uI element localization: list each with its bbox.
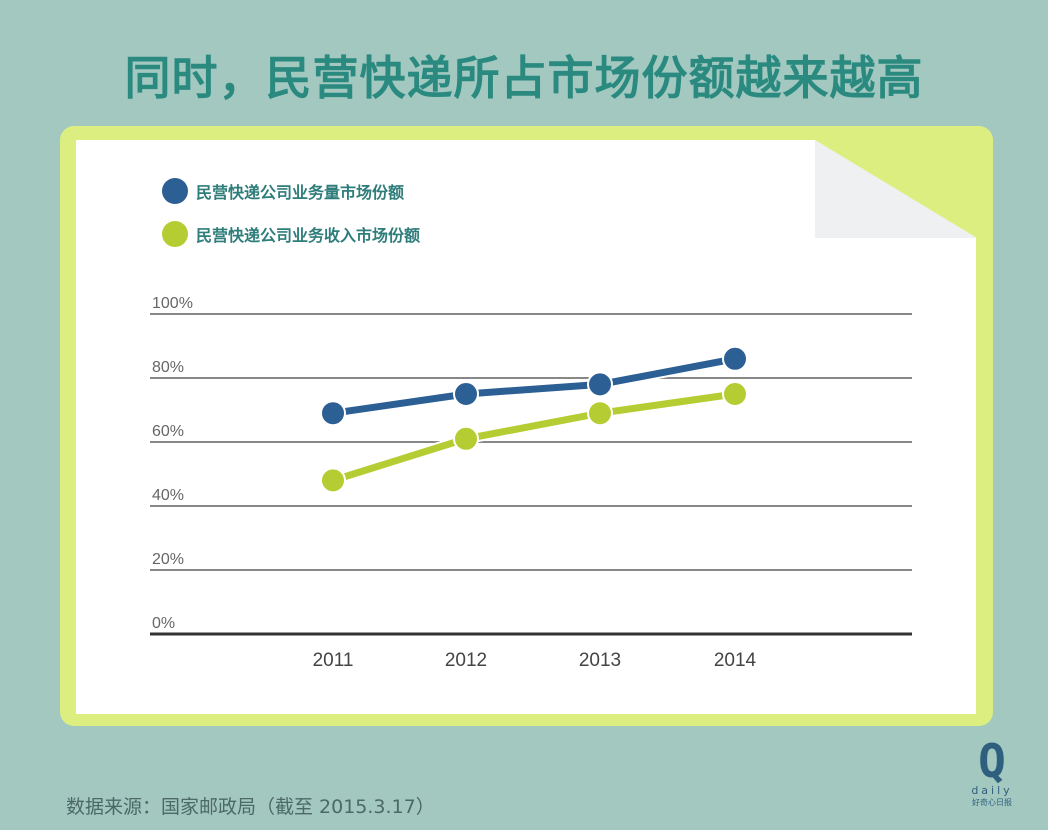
x-tick-label: 2014	[714, 650, 757, 671]
logo: Q daily 好奇心日报	[954, 738, 1030, 808]
y-tick-label: 0%	[152, 615, 175, 632]
series-line-2	[331, 390, 736, 484]
page-title: 同时，民营快递所占市场份额越来越高	[124, 51, 924, 105]
data-point	[587, 400, 613, 427]
logo-sub: 好奇心日报	[972, 798, 1012, 807]
y-tick-label: 80%	[152, 359, 184, 376]
legend-item-revenue: 民营快递公司业务收入市场份额	[162, 221, 420, 247]
page-fold-corner	[815, 140, 977, 238]
data-point	[453, 381, 479, 407]
x-tick-label: 2012	[445, 650, 487, 671]
source-note: 数据来源：国家邮政局（截至 2015.3.17）	[66, 796, 435, 818]
legend-marker-revenue	[162, 221, 188, 247]
y-tick-label: 20%	[152, 551, 184, 568]
legend-item-volume: 民营快递公司业务量市场份额	[162, 178, 404, 204]
y-tick-label: 60%	[152, 423, 184, 440]
legend-marker-volume	[162, 178, 188, 204]
data-point	[320, 467, 346, 494]
logo-mark: Q	[978, 734, 1006, 788]
data-point	[722, 381, 748, 407]
legend-label-revenue: 民营快递公司业务收入市场份额	[196, 226, 421, 245]
logo-word: daily	[971, 784, 1013, 797]
data-point	[722, 345, 748, 372]
data-point	[320, 400, 346, 427]
x-tick-label: 2011	[313, 650, 354, 671]
x-tick-label: 2013	[579, 650, 621, 671]
data-point	[453, 425, 479, 452]
series-line-1	[332, 355, 736, 417]
y-tick-label: 40%	[152, 487, 184, 504]
y-tick-label: 100%	[152, 295, 193, 312]
legend-label-volume: 民营快递公司业务量市场份额	[196, 183, 405, 202]
data-point	[587, 371, 613, 398]
